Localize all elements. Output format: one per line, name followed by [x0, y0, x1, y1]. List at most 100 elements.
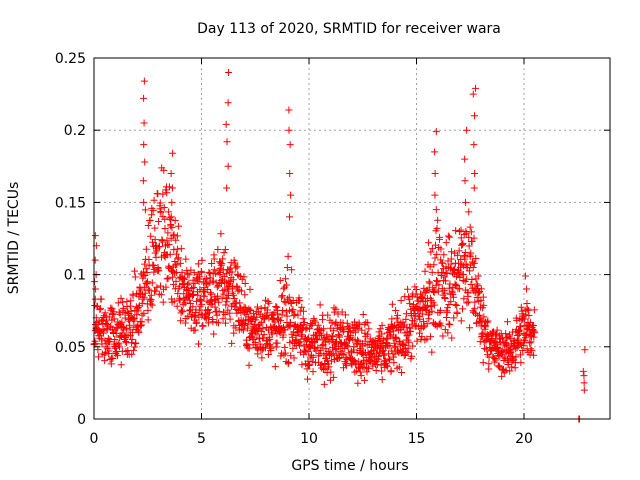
data-point	[316, 349, 324, 357]
data-point	[278, 311, 286, 319]
data-point	[141, 206, 149, 214]
data-point	[160, 203, 168, 211]
data-point	[404, 344, 412, 352]
data-point	[253, 330, 261, 338]
data-point	[285, 359, 293, 367]
data-point	[111, 335, 119, 343]
data-point	[506, 367, 514, 375]
data-point	[365, 325, 373, 333]
data-point	[96, 306, 104, 314]
data-point	[284, 252, 292, 260]
data-point	[428, 245, 436, 253]
data-point	[144, 306, 152, 314]
data-point	[382, 361, 390, 369]
data-point	[380, 351, 388, 359]
data-point	[465, 208, 473, 216]
data-point	[226, 315, 234, 323]
data-point	[174, 245, 182, 253]
data-point	[196, 286, 204, 294]
data-point	[139, 177, 147, 185]
data-point	[335, 355, 343, 363]
data-point	[211, 303, 219, 311]
data-point	[191, 326, 199, 334]
data-point	[433, 250, 441, 258]
data-point	[241, 291, 249, 299]
data-point	[155, 267, 163, 275]
data-point	[504, 341, 512, 349]
data-point	[224, 162, 232, 170]
data-point	[204, 280, 212, 288]
data-point	[157, 208, 165, 216]
data-point	[262, 313, 270, 321]
data-point	[221, 319, 229, 327]
data-point	[213, 283, 221, 291]
data-point	[213, 318, 221, 326]
data-point	[162, 186, 170, 194]
data-point	[516, 351, 524, 359]
data-point	[526, 332, 534, 340]
data-point	[256, 340, 264, 348]
data-point	[176, 296, 184, 304]
data-point	[228, 268, 236, 276]
data-point	[443, 313, 451, 321]
data-point	[451, 265, 459, 273]
data-point	[129, 315, 137, 323]
data-point	[241, 320, 249, 328]
data-point	[405, 338, 413, 346]
data-point	[94, 321, 102, 329]
data-point	[447, 248, 455, 256]
data-point	[283, 263, 291, 271]
data-point	[237, 287, 245, 295]
data-point	[451, 280, 459, 288]
data-point	[298, 303, 306, 311]
data-point	[479, 293, 487, 301]
data-point	[245, 344, 253, 352]
data-point	[223, 138, 231, 146]
data-point	[131, 273, 139, 281]
data-point	[178, 268, 186, 276]
data-point	[529, 322, 537, 330]
data-point	[122, 324, 130, 332]
data-point	[500, 356, 508, 364]
data-point	[318, 342, 326, 350]
data-point	[426, 263, 434, 271]
data-point	[467, 249, 475, 257]
data-point	[307, 321, 315, 329]
data-point	[190, 284, 198, 292]
data-point	[161, 224, 169, 232]
data-point	[122, 338, 130, 346]
data-point	[361, 376, 369, 384]
data-point	[118, 318, 126, 326]
data-point	[507, 346, 515, 354]
y-axis-label: SRMTID / TECUs	[6, 182, 22, 295]
data-point	[240, 326, 248, 334]
data-point	[431, 286, 439, 294]
data-point	[367, 350, 375, 358]
data-point	[324, 311, 332, 319]
data-point	[184, 281, 192, 289]
data-point	[184, 270, 192, 278]
data-point	[141, 289, 149, 297]
data-point	[217, 261, 225, 269]
x-axis-label: GPS time / hours	[291, 458, 408, 474]
data-point	[426, 279, 434, 287]
data-point	[523, 285, 531, 293]
data-point	[128, 335, 136, 343]
data-point	[456, 285, 464, 293]
data-point	[142, 265, 150, 273]
data-point	[277, 317, 285, 325]
data-point	[397, 296, 405, 304]
data-point	[444, 329, 452, 337]
data-point	[210, 266, 218, 274]
data-point	[172, 277, 180, 285]
data-point	[143, 268, 151, 276]
data-point	[173, 232, 181, 240]
data-point	[461, 155, 469, 163]
data-point	[443, 270, 451, 278]
data-point	[343, 342, 351, 350]
data-point	[175, 222, 183, 230]
data-point	[325, 337, 333, 345]
data-point	[210, 330, 218, 338]
data-point	[471, 305, 479, 313]
data-point	[500, 368, 508, 376]
